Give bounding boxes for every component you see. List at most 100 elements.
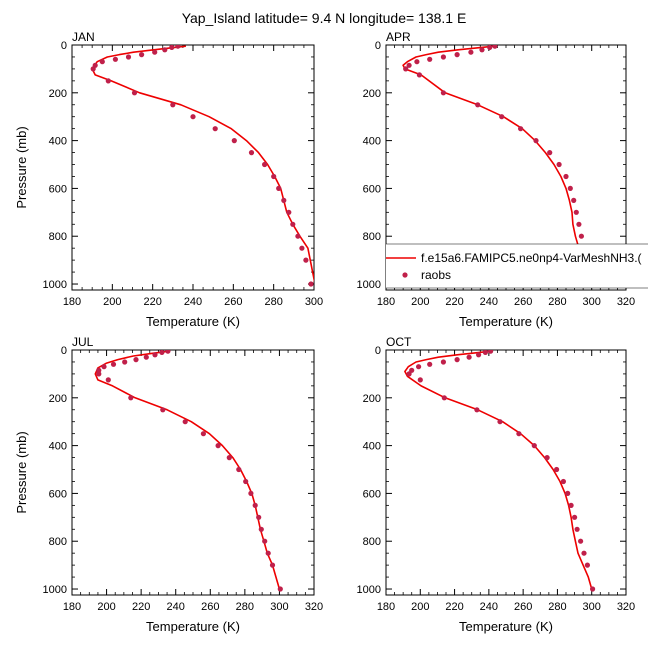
x-tick-label: 220 — [143, 296, 161, 308]
x-tick-label: 300 — [305, 296, 323, 308]
raobs-point — [547, 150, 553, 156]
x-tick-label: 220 — [445, 296, 463, 308]
x-tick-label: 260 — [514, 601, 532, 613]
raobs-point — [236, 466, 242, 473]
y-axis-label: Pressure (mb) — [14, 431, 29, 513]
raobs-point — [243, 478, 249, 485]
raobs-point — [252, 502, 258, 508]
y-tick-label: 200 — [49, 393, 67, 405]
raobs-point — [290, 221, 296, 227]
raobs-point — [112, 56, 118, 62]
panel-label: JAN — [72, 30, 95, 44]
raobs-point — [427, 361, 433, 367]
y-tick-label: 1000 — [357, 279, 381, 291]
x-tick-label: 240 — [480, 601, 498, 613]
x-tick-label: 300 — [583, 296, 601, 308]
raobs-point — [563, 173, 569, 180]
raobs-point — [416, 72, 422, 78]
x-tick-label: 320 — [617, 296, 635, 308]
raobs-point — [182, 419, 188, 425]
raobs-point — [308, 281, 314, 287]
x-tick-label: 200 — [97, 601, 115, 613]
raobs-point — [554, 466, 560, 473]
x-tick-label: 260 — [224, 296, 242, 308]
raobs-point — [516, 431, 522, 437]
panel-label: JUL — [72, 335, 94, 349]
raobs-point — [476, 352, 482, 358]
raobs-point — [441, 395, 447, 401]
panel-oct: 180 200 220 240 260 280 300 320 0 200 400 600 800 100… — [357, 335, 636, 634]
raobs-point — [414, 59, 420, 65]
figure-title: Yap_Island latitude= 9.4 N longitude= 13… — [181, 10, 467, 26]
legend-raobs-label: raobs — [421, 268, 451, 282]
raobs-point — [578, 233, 585, 239]
x-tick-label: 220 — [132, 601, 150, 613]
panel-apr: 180 200 220 240 260 280 300 320 0 200 400 600 800 100… — [357, 30, 636, 329]
panel-jan: 180 200 220 240 260 280 300 0 200 400 600 800 1000 Te… — [14, 30, 323, 329]
raobs-point — [256, 514, 262, 520]
raobs-point — [175, 45, 181, 49]
model-profile-line — [402, 45, 594, 285]
y-tick-label: 200 — [49, 88, 67, 100]
raobs-point — [90, 66, 96, 72]
model-profile-line — [404, 350, 593, 590]
raobs-point — [295, 233, 301, 239]
y-tick-label: 600 — [49, 488, 67, 500]
raobs-point — [474, 407, 480, 413]
raobs-point — [406, 62, 412, 68]
raobs-point — [544, 455, 550, 461]
x-axis-label: Temperature (K) — [459, 314, 553, 329]
x-tick-label: 200 — [411, 601, 429, 613]
raobs-point — [231, 138, 237, 144]
legend-background — [386, 244, 648, 288]
raobs-point — [101, 364, 107, 370]
y-tick-label: 1000 — [43, 584, 67, 596]
raobs-point — [440, 359, 446, 365]
x-tick-label: 180 — [377, 296, 395, 308]
data-layer — [402, 45, 597, 287]
x-tick-label: 220 — [445, 601, 463, 613]
y-tick-label: 800 — [363, 231, 381, 243]
raobs-point — [482, 350, 488, 355]
x-tick-label: 200 — [411, 296, 429, 308]
raobs-point — [299, 245, 305, 251]
raobs-point — [269, 562, 276, 568]
raobs-point — [487, 45, 493, 50]
legend-raobs-marker — [402, 272, 408, 278]
raobs-point — [497, 419, 503, 425]
x-tick-label: 260 — [201, 601, 219, 613]
raobs-point — [475, 102, 481, 108]
raobs-point — [265, 550, 271, 556]
raobs-point — [468, 49, 474, 55]
raobs-point — [105, 78, 111, 84]
raobs-point — [427, 56, 433, 62]
raobs-point — [160, 407, 166, 413]
raobs-point — [574, 526, 580, 532]
raobs-point — [572, 514, 578, 520]
raobs-point — [573, 209, 579, 215]
raobs-point — [416, 364, 422, 370]
raobs-point — [96, 367, 102, 373]
raobs-point — [565, 490, 571, 496]
x-tick-label: 240 — [167, 601, 185, 613]
model-profile-line — [94, 350, 281, 590]
raobs-point — [110, 361, 117, 367]
raobs-point — [133, 357, 139, 363]
y-tick-label: 0 — [375, 40, 381, 52]
raobs-point — [125, 54, 132, 60]
x-tick-label: 280 — [548, 601, 566, 613]
raobs-point — [96, 371, 102, 377]
y-tick-label: 1000 — [357, 584, 381, 596]
x-tick-label: 280 — [264, 296, 282, 308]
raobs-point — [248, 490, 254, 496]
raobs-point — [152, 49, 158, 55]
panel-label: OCT — [386, 335, 412, 349]
raobs-point — [403, 66, 409, 72]
y-tick-label: 200 — [363, 393, 381, 405]
raobs-point — [417, 377, 423, 383]
raobs-point — [276, 185, 282, 191]
raobs-point — [560, 478, 567, 485]
raobs-point — [271, 173, 277, 180]
y-tick-label: 600 — [363, 183, 381, 195]
y-tick-label: 600 — [363, 488, 381, 500]
